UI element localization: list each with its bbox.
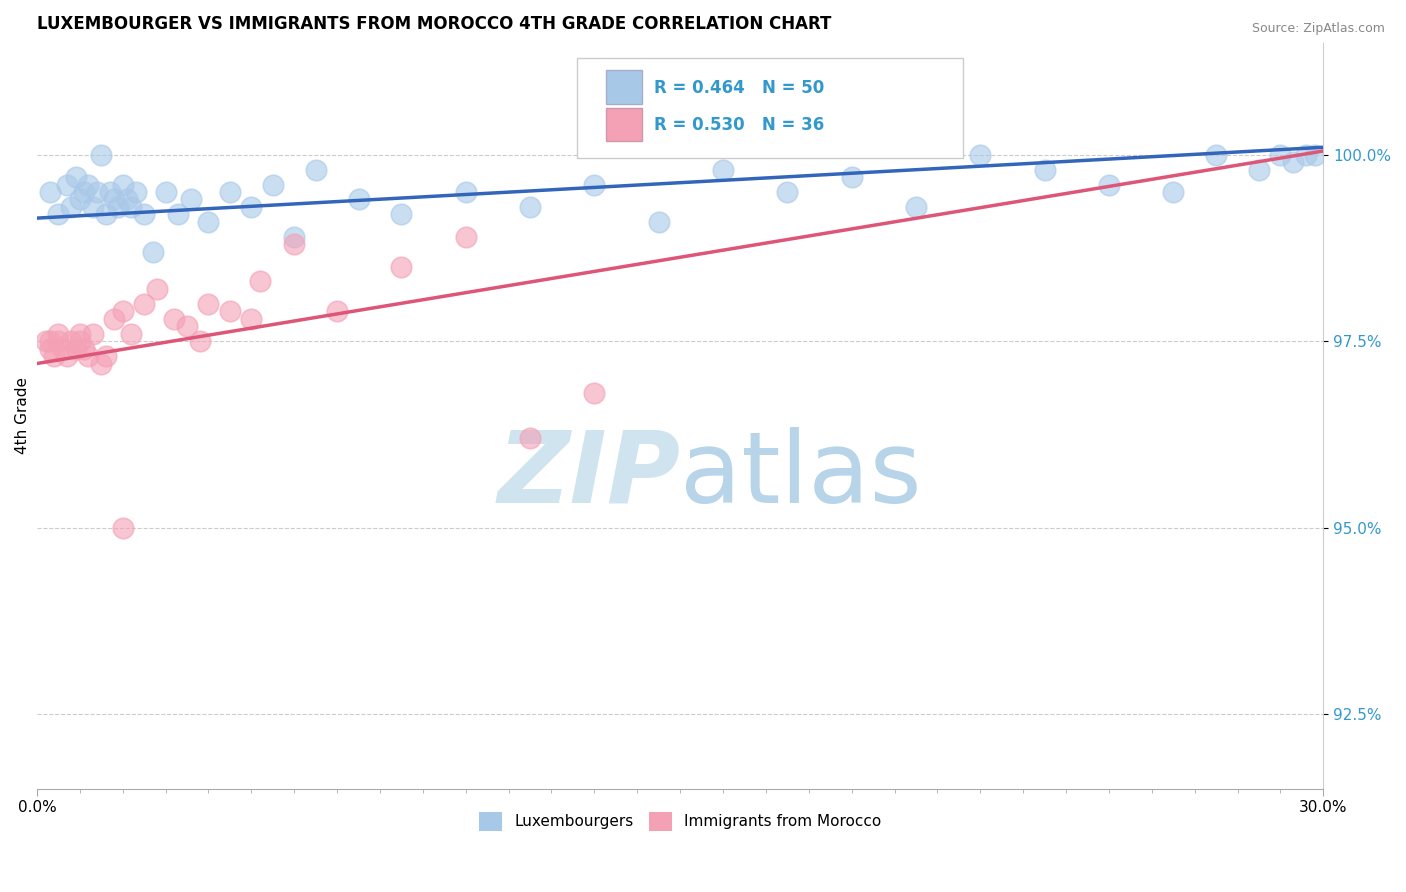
- Point: [219, 185, 242, 199]
- Point: [283, 237, 305, 252]
- Point: [583, 386, 606, 401]
- Point: [1270, 147, 1292, 161]
- Point: [111, 520, 134, 534]
- Point: [65, 342, 87, 356]
- Point: [1295, 147, 1317, 161]
- Point: [176, 319, 198, 334]
- Point: [249, 275, 271, 289]
- Point: [107, 200, 129, 214]
- Point: [134, 297, 156, 311]
- Point: [283, 229, 305, 244]
- Text: LUXEMBOURGER VS IMMIGRANTS FROM MOROCCO 4TH GRADE CORRELATION CHART: LUXEMBOURGER VS IMMIGRANTS FROM MOROCCO …: [37, 15, 831, 33]
- Point: [77, 178, 100, 192]
- Point: [90, 147, 112, 161]
- Point: [103, 193, 125, 207]
- Point: [262, 178, 284, 192]
- Point: [56, 178, 79, 192]
- Point: [155, 185, 177, 199]
- Point: [305, 162, 328, 177]
- FancyBboxPatch shape: [606, 70, 641, 104]
- Point: [38, 334, 60, 348]
- Point: [146, 282, 169, 296]
- Point: [73, 342, 96, 356]
- Point: [197, 215, 219, 229]
- Point: [65, 170, 87, 185]
- Point: [454, 229, 477, 244]
- Point: [188, 334, 211, 348]
- Text: Source: ZipAtlas.com: Source: ZipAtlas.com: [1251, 22, 1385, 36]
- Point: [1161, 185, 1184, 199]
- Text: ZIP: ZIP: [498, 427, 681, 524]
- Point: [776, 185, 799, 199]
- Point: [163, 311, 186, 326]
- Point: [111, 178, 134, 192]
- Point: [48, 326, 70, 341]
- Point: [389, 260, 412, 274]
- Point: [73, 185, 96, 199]
- Point: [180, 193, 202, 207]
- Point: [240, 200, 263, 214]
- Point: [94, 349, 117, 363]
- Point: [82, 326, 104, 341]
- Point: [841, 170, 863, 185]
- Point: [77, 349, 100, 363]
- Point: [904, 200, 927, 214]
- Point: [98, 185, 121, 199]
- Point: [711, 162, 734, 177]
- Point: [240, 311, 263, 326]
- Point: [103, 311, 125, 326]
- Point: [60, 334, 83, 348]
- Point: [38, 185, 60, 199]
- Point: [583, 178, 606, 192]
- Point: [60, 200, 83, 214]
- Point: [86, 185, 108, 199]
- Point: [69, 334, 91, 348]
- Point: [389, 207, 412, 221]
- Point: [1033, 162, 1056, 177]
- Point: [454, 185, 477, 199]
- Point: [42, 349, 65, 363]
- Point: [52, 342, 75, 356]
- Point: [1205, 147, 1227, 161]
- FancyBboxPatch shape: [578, 58, 963, 159]
- Point: [1247, 162, 1270, 177]
- Point: [1282, 155, 1305, 169]
- Point: [134, 207, 156, 221]
- Y-axis label: 4th Grade: 4th Grade: [15, 377, 30, 454]
- Point: [519, 200, 541, 214]
- Point: [1303, 147, 1326, 161]
- Point: [82, 200, 104, 214]
- Point: [56, 349, 79, 363]
- Point: [219, 304, 242, 318]
- Point: [124, 185, 146, 199]
- Point: [326, 304, 349, 318]
- Point: [38, 342, 60, 356]
- Point: [34, 334, 56, 348]
- FancyBboxPatch shape: [606, 108, 641, 141]
- Text: R = 0.464   N = 50: R = 0.464 N = 50: [654, 78, 825, 96]
- Point: [142, 244, 165, 259]
- Point: [120, 200, 142, 214]
- Point: [48, 334, 70, 348]
- Point: [519, 431, 541, 445]
- Point: [90, 357, 112, 371]
- Text: R = 0.530   N = 36: R = 0.530 N = 36: [654, 116, 825, 134]
- Point: [120, 326, 142, 341]
- Point: [647, 215, 669, 229]
- Text: atlas: atlas: [681, 427, 922, 524]
- Point: [1098, 178, 1121, 192]
- Point: [94, 207, 117, 221]
- Point: [48, 207, 70, 221]
- Point: [115, 193, 138, 207]
- Point: [197, 297, 219, 311]
- Point: [347, 193, 370, 207]
- Point: [69, 326, 91, 341]
- Point: [111, 304, 134, 318]
- Legend: Luxembourgers, Immigrants from Morocco: Luxembourgers, Immigrants from Morocco: [472, 806, 887, 837]
- Point: [167, 207, 190, 221]
- Point: [69, 193, 91, 207]
- Point: [969, 147, 991, 161]
